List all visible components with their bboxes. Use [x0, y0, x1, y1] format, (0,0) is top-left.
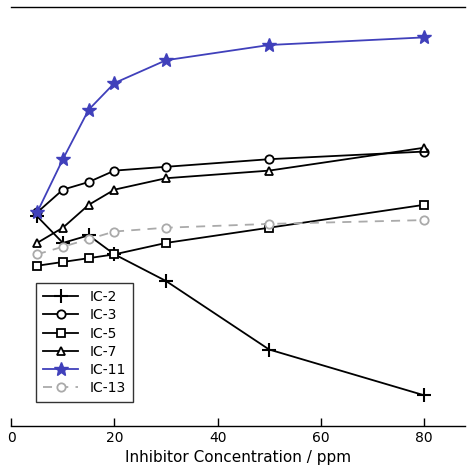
- IC-11: [163, 58, 169, 63]
- IC-11: [86, 107, 92, 112]
- Line: IC-3: IC-3: [33, 147, 428, 217]
- IC-5: [421, 202, 427, 208]
- IC-7: [421, 145, 427, 151]
- IC-5: [111, 252, 117, 257]
- IC-5: [34, 263, 40, 269]
- IC-11: [34, 210, 40, 215]
- IC-13: [60, 244, 66, 250]
- IC-7: [60, 225, 66, 230]
- IC-13: [266, 221, 272, 227]
- IC-3: [163, 164, 169, 169]
- IC-13: [111, 229, 117, 235]
- IC-11: [111, 80, 117, 86]
- IC-3: [266, 156, 272, 162]
- IC-13: [421, 217, 427, 223]
- IC-3: [60, 187, 66, 193]
- IC-7: [111, 187, 117, 193]
- IC-3: [34, 210, 40, 215]
- Legend: IC-2, IC-3, IC-5, IC-7, IC-11, IC-13: IC-2, IC-3, IC-5, IC-7, IC-11, IC-13: [36, 283, 133, 402]
- X-axis label: Inhibitor Concentration / ppm: Inhibitor Concentration / ppm: [125, 450, 351, 465]
- IC-13: [34, 252, 40, 257]
- Line: IC-13: IC-13: [33, 216, 428, 259]
- IC-5: [163, 240, 169, 246]
- IC-3: [86, 179, 92, 185]
- IC-5: [266, 225, 272, 230]
- IC-2: [60, 240, 66, 246]
- IC-7: [86, 202, 92, 208]
- IC-2: [163, 278, 169, 284]
- IC-2: [34, 213, 40, 219]
- Line: IC-2: IC-2: [30, 210, 431, 402]
- Line: IC-7: IC-7: [33, 143, 428, 247]
- IC-5: [86, 255, 92, 261]
- IC-11: [266, 42, 272, 48]
- IC-5: [60, 259, 66, 265]
- Line: IC-5: IC-5: [33, 201, 428, 270]
- IC-7: [266, 168, 272, 173]
- IC-2: [266, 346, 272, 352]
- IC-2: [421, 392, 427, 398]
- IC-11: [421, 34, 427, 40]
- IC-11: [60, 156, 66, 162]
- Line: IC-11: IC-11: [30, 31, 431, 219]
- IC-3: [111, 168, 117, 173]
- IC-2: [86, 233, 92, 238]
- IC-7: [34, 240, 40, 246]
- IC-13: [86, 236, 92, 242]
- IC-2: [111, 252, 117, 257]
- IC-13: [163, 225, 169, 230]
- IC-3: [421, 149, 427, 154]
- IC-7: [163, 176, 169, 181]
